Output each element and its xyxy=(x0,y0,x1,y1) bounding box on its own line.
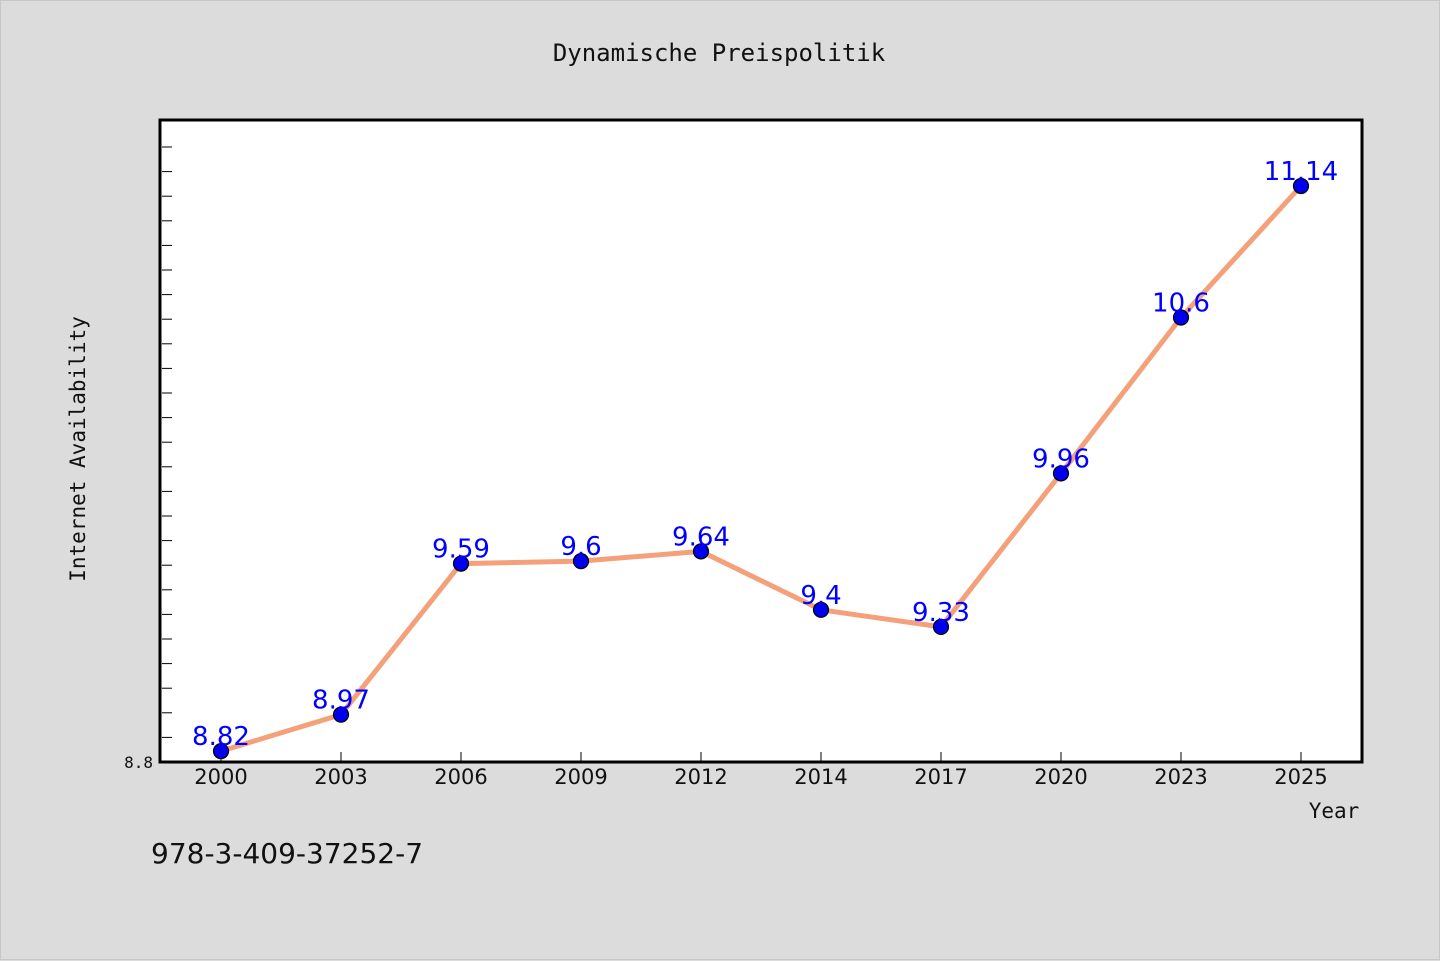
x-tick-label: 2014 xyxy=(794,765,847,789)
x-axis-label: Year xyxy=(1309,799,1360,823)
data-point xyxy=(212,742,230,760)
x-tick-label: 2025 xyxy=(1274,765,1327,789)
data-label: 9.59 xyxy=(432,535,490,565)
data-label: 9.6 xyxy=(560,532,601,562)
y-axis-label: Internet Availability xyxy=(66,316,90,582)
x-tick-label: 2012 xyxy=(674,765,727,789)
x-tick-label: 2000 xyxy=(194,765,247,789)
x-tick-label: 2006 xyxy=(434,765,487,789)
series-markers xyxy=(212,177,1310,760)
x-tick-label: 2009 xyxy=(554,765,607,789)
y-axis-ticks: 8.8 xyxy=(124,146,172,772)
data-labels: 8.82 8.97 9.59 9.6 9.64 9.4 9.33 9.96 10.6 11.14 xyxy=(192,157,1338,752)
data-point xyxy=(1292,177,1310,195)
data-point xyxy=(1172,309,1190,326)
data-label: 9.4 xyxy=(800,581,841,611)
x-tick-label: 2020 xyxy=(1034,765,1087,789)
data-label: 10.6 xyxy=(1152,289,1210,319)
data-label: 11.14 xyxy=(1264,157,1338,187)
chart-title: Dynamische Preispolitik xyxy=(553,39,886,67)
plot-area xyxy=(158,118,1364,764)
data-point xyxy=(452,555,470,572)
data-label: 8.82 xyxy=(192,722,250,752)
data-label: 9.64 xyxy=(672,522,730,552)
x-tick-label: 2017 xyxy=(914,765,967,789)
data-point xyxy=(692,543,710,560)
data-point xyxy=(812,601,830,618)
x-axis-ticks: 2000 2003 2006 2009 2012 2014 2017 2020 2023 2025 xyxy=(194,752,1328,789)
x-tick-label: 2003 xyxy=(314,765,367,789)
data-point xyxy=(332,706,350,723)
data-point xyxy=(572,552,590,570)
series-line xyxy=(218,183,1304,754)
data-point xyxy=(1052,465,1070,482)
x-tick-label: 2023 xyxy=(1154,765,1207,789)
isbn-footer: 978-3-409-37252-7 xyxy=(151,837,423,870)
data-label: 9.33 xyxy=(912,598,970,628)
data-label: 9.96 xyxy=(1032,444,1090,474)
y-tick-label: 8.8 xyxy=(124,753,153,772)
data-point xyxy=(932,618,950,636)
data-label: 8.97 xyxy=(312,686,370,716)
